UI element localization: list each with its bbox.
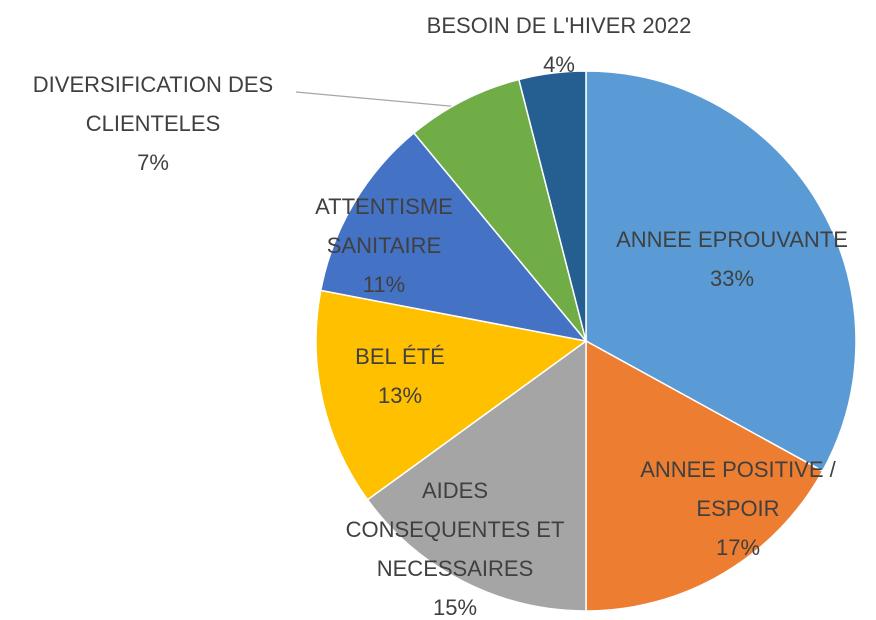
slice-value-label: 11% (363, 272, 405, 297)
pie-slice (585, 339, 824, 612)
slice-value-label: 13% (378, 383, 422, 408)
slice-label: BEL ÉTÉ (355, 344, 445, 369)
pie-slice (315, 289, 588, 501)
slice-value-label: 15% (433, 595, 477, 620)
pie-slice (412, 78, 587, 342)
slice-value-label: 17% (716, 535, 760, 560)
pie-slice (366, 339, 587, 612)
pie-slice (585, 70, 857, 473)
slice-label: ANNEE EPROUVANTE (616, 227, 848, 252)
slice-label: ATTENTISME SANITAIRE (315, 194, 453, 258)
slice-label: DIVERSIFICATION DES CLIENTELES (33, 72, 273, 136)
slice-value-label: 33% (710, 266, 754, 291)
slice-label: AIDES CONSEQUENTES ET NECESSAIRES (346, 478, 565, 581)
leader-line (295, 91, 461, 108)
slice-label: ANNEE POSITIVE / ESPOIR (640, 457, 836, 521)
pie-slice (517, 70, 587, 342)
slice-label: BESOIN DE L'HIVER 2022 (427, 13, 692, 38)
pie-slice (319, 131, 588, 343)
slice-value-label: 7% (137, 150, 169, 175)
slice-value-label: 4% (543, 52, 575, 77)
